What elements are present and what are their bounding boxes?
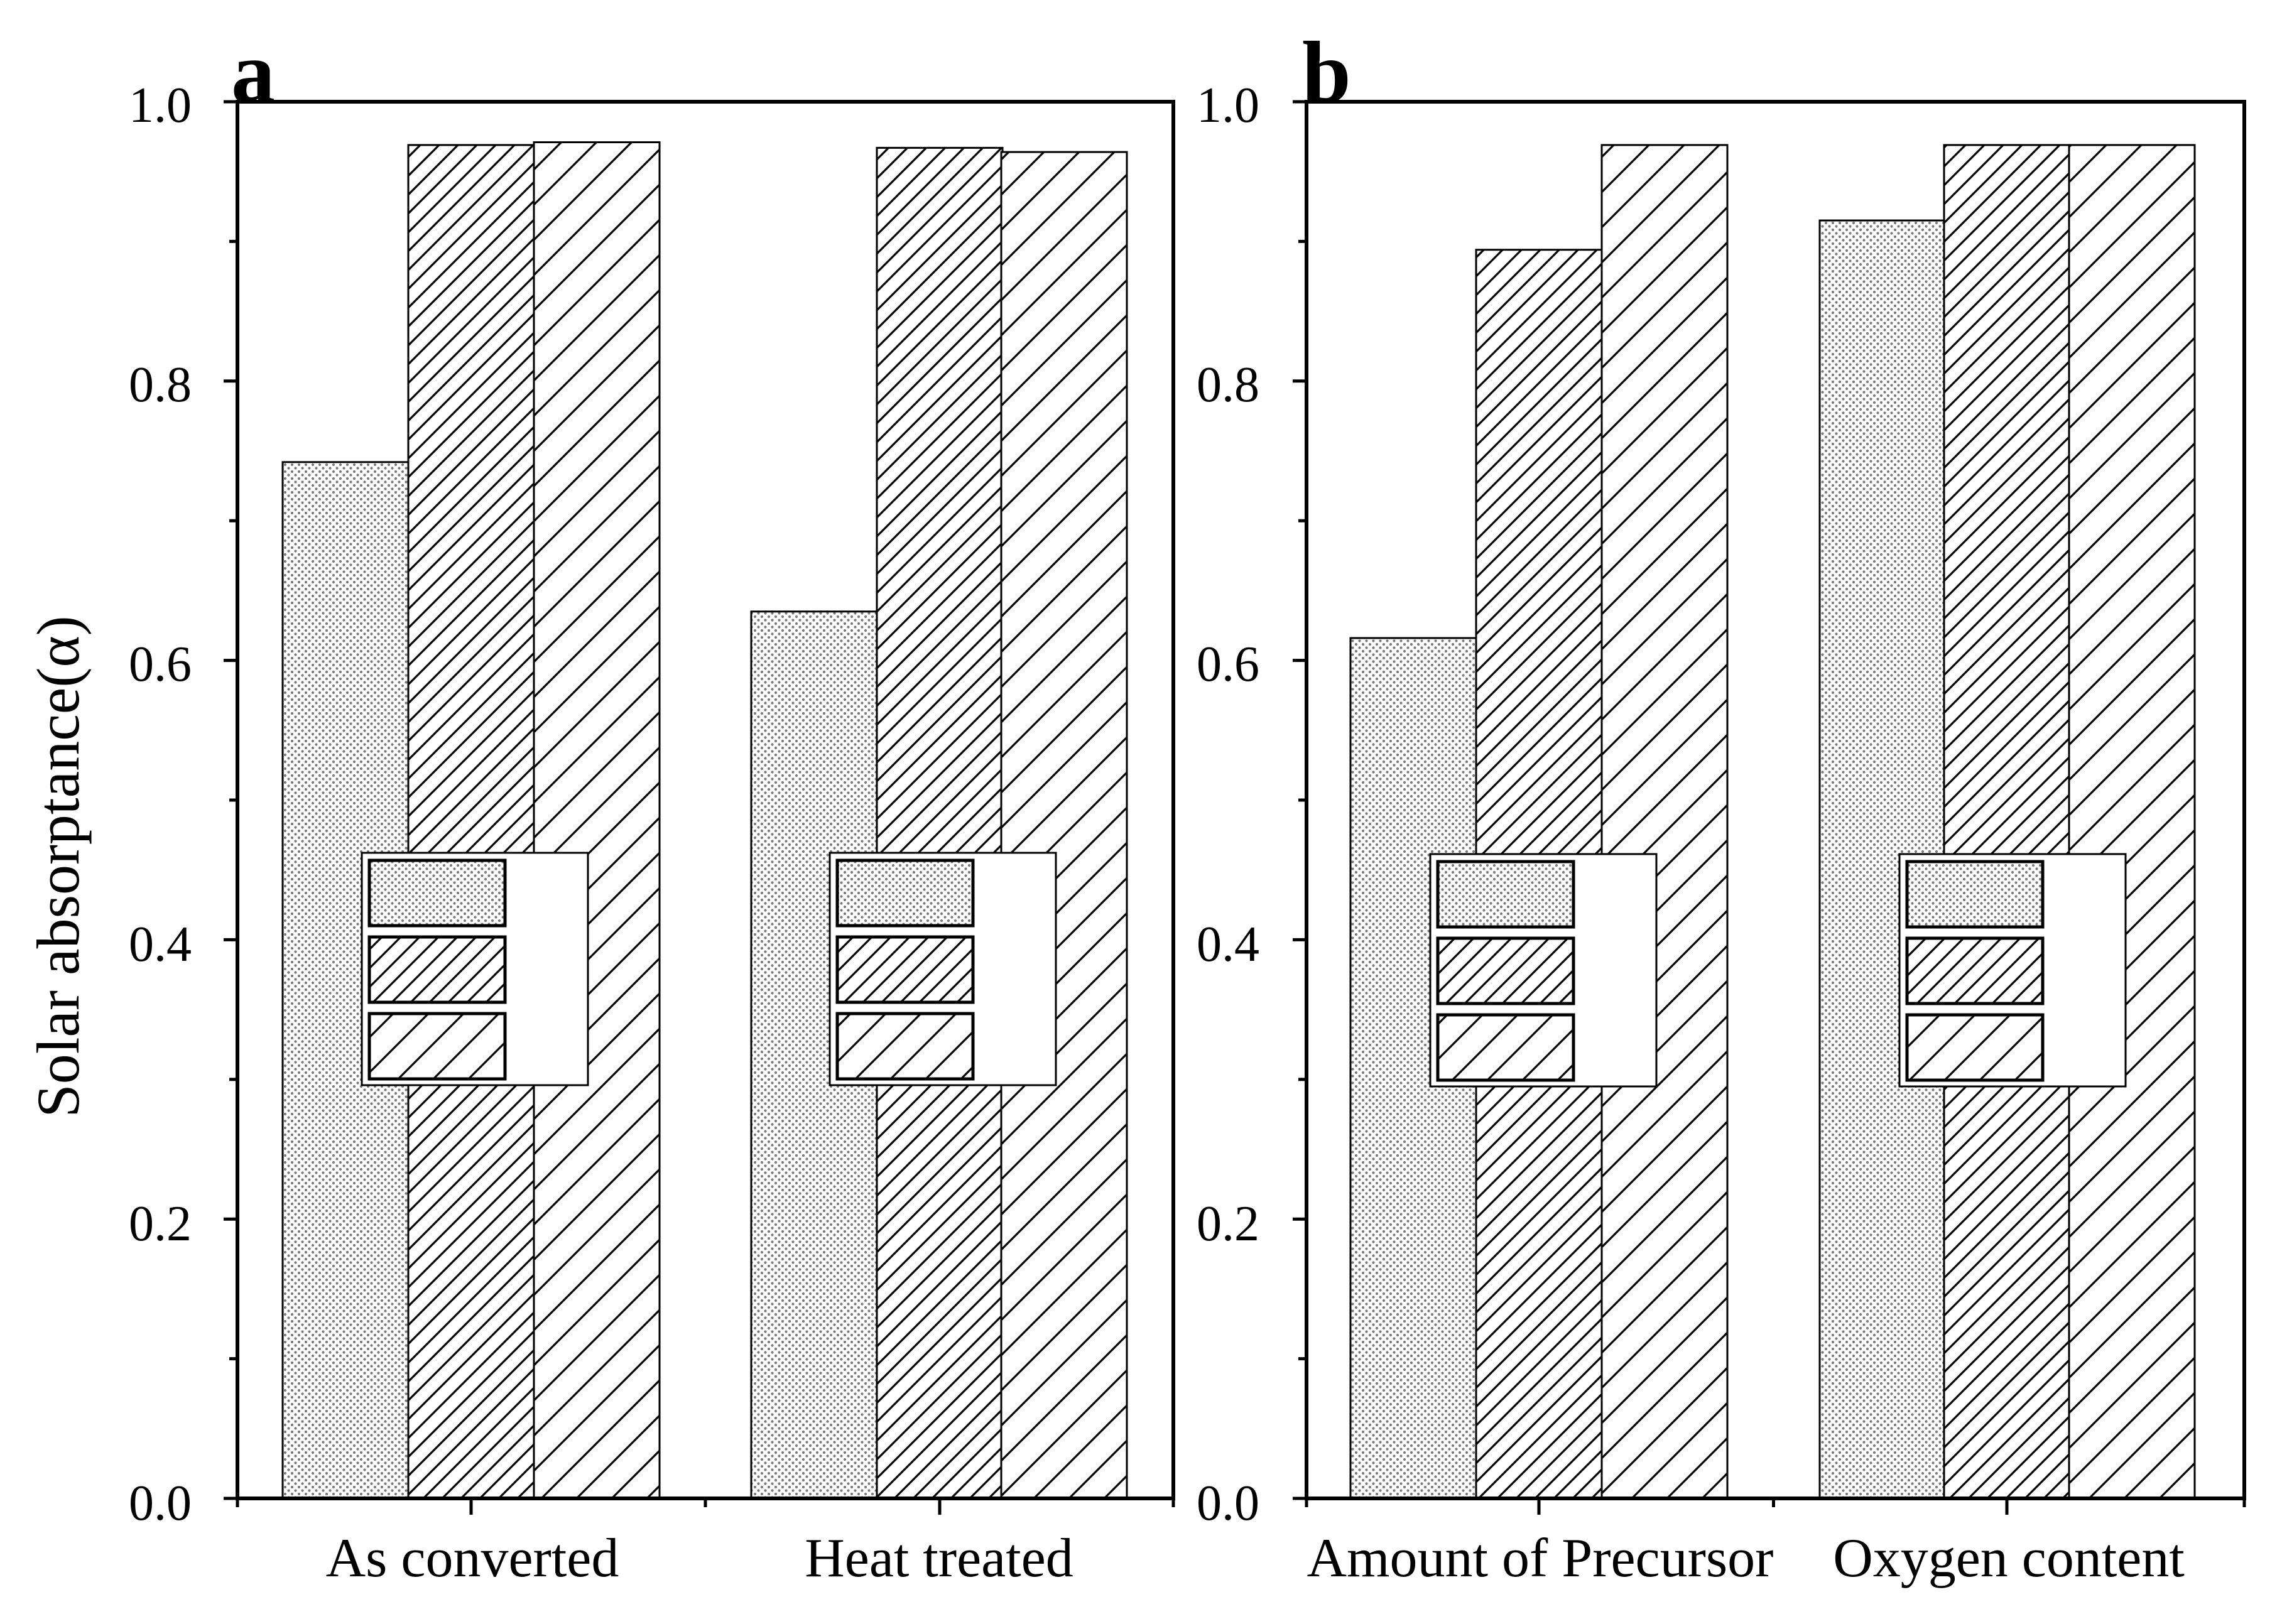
bar bbox=[1943, 144, 2071, 1500]
bar bbox=[1000, 151, 1128, 1500]
y-tick-label: 0.4 bbox=[129, 917, 192, 972]
legend-swatch bbox=[367, 1012, 507, 1081]
legend-swatch bbox=[835, 858, 975, 928]
legend-swatch bbox=[1436, 1013, 1575, 1082]
y-tick-label: 0.0 bbox=[1197, 1476, 1259, 1531]
x-category-label: As converted bbox=[326, 1528, 619, 1589]
y-tick-label: 0.6 bbox=[1197, 637, 1259, 692]
bar bbox=[2068, 144, 2196, 1500]
y-tick-label: 0.2 bbox=[1197, 1196, 1259, 1252]
bar bbox=[1600, 144, 1729, 1500]
legend-swatch bbox=[1436, 936, 1575, 1005]
y-tick-label: 1.0 bbox=[129, 78, 192, 133]
y-tick-label: 0.2 bbox=[129, 1196, 192, 1252]
y-tick-label: 0.0 bbox=[129, 1476, 192, 1531]
x-category-label: Amount of Precursor bbox=[1307, 1528, 1774, 1589]
y-tick-label: 0.8 bbox=[129, 357, 192, 413]
bar bbox=[533, 141, 661, 1500]
y-tick-label: 1.0 bbox=[1197, 78, 1259, 133]
y-tick-label: 0.8 bbox=[1197, 357, 1259, 413]
legend-swatch bbox=[835, 935, 975, 1004]
legend-swatch bbox=[1436, 860, 1575, 929]
x-category-label: Heat treated bbox=[805, 1528, 1073, 1589]
y-tick-label: 0.6 bbox=[129, 637, 192, 692]
y-tick-label: 0.4 bbox=[1197, 917, 1259, 972]
bar bbox=[407, 144, 535, 1500]
y-axis-title: Solar absorptance(α) bbox=[24, 615, 92, 1117]
bar bbox=[876, 146, 1004, 1500]
legend-swatch bbox=[367, 858, 507, 928]
legend-swatch bbox=[367, 935, 507, 1004]
legend-swatch bbox=[1905, 1013, 2045, 1082]
x-category-label: Oxygen content bbox=[1833, 1528, 2185, 1589]
panel-label-b: b bbox=[1302, 24, 1351, 121]
legend-swatch bbox=[835, 1012, 975, 1081]
legend-swatch bbox=[1905, 860, 2045, 929]
legend-swatch bbox=[1905, 936, 2045, 1005]
